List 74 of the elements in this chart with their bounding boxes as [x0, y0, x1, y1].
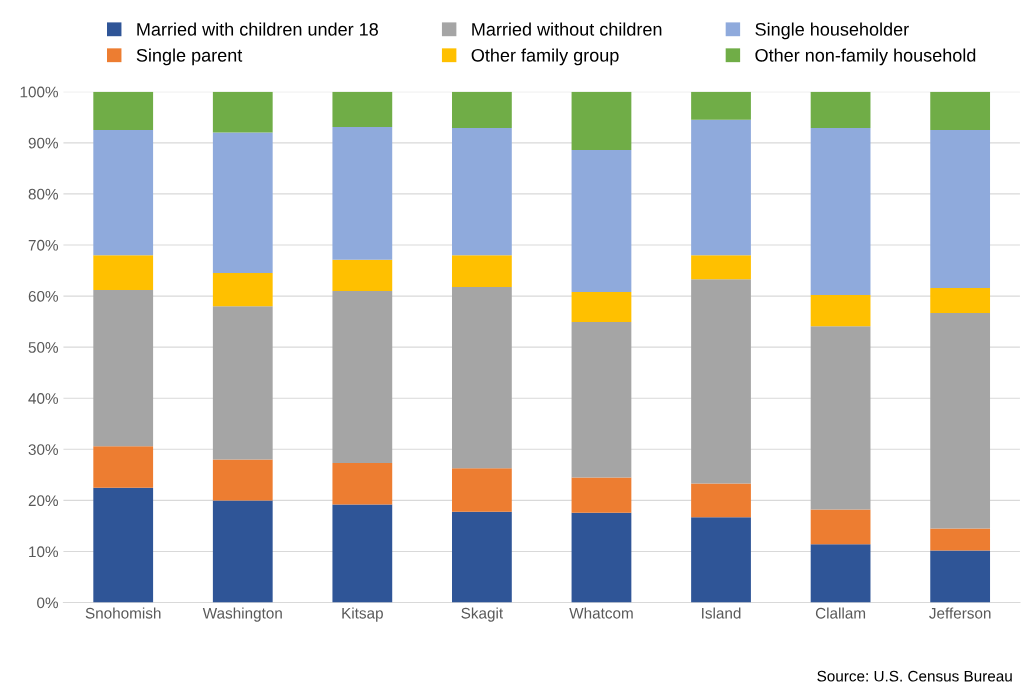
- bar: [930, 550, 991, 603]
- legend-label: Single parent: [136, 48, 243, 66]
- bar: [691, 279, 751, 484]
- bar: [691, 483, 751, 518]
- bar: [930, 287, 991, 313]
- y-tick-label: 80%: [28, 188, 59, 200]
- y-tick-label: 100%: [20, 86, 59, 98]
- bar: [452, 468, 512, 512]
- bar: [930, 91, 991, 131]
- bar: [452, 91, 512, 129]
- bar: [930, 130, 991, 288]
- bar: [571, 291, 632, 323]
- y-tick-label: 40%: [28, 393, 59, 404]
- bar: [691, 119, 751, 256]
- bar: [571, 512, 632, 603]
- bar: [810, 509, 871, 545]
- y-tick-label: 70%: [28, 239, 59, 251]
- y-tick-label: 50%: [28, 342, 59, 353]
- y-tick-label: 90%: [28, 137, 59, 149]
- legend-label: Other non-family household: [755, 48, 976, 66]
- y-tick-label: 10%: [29, 546, 59, 558]
- x-tick-label: Washington: [202, 607, 282, 622]
- legend-label: Married without children: [472, 22, 662, 36]
- x-tick-label: Snohomish: [85, 607, 161, 619]
- bar: [212, 459, 273, 501]
- bar: [93, 446, 154, 488]
- bar: [571, 322, 632, 478]
- legend-label: Married with children under 18: [137, 22, 378, 36]
- x-tick-label: Whatcom: [569, 607, 633, 619]
- legend-label: Single householder: [755, 22, 909, 40]
- bar: [212, 500, 273, 603]
- bar: [212, 132, 273, 274]
- bar: [212, 306, 273, 460]
- bar: [452, 128, 512, 256]
- bar: [930, 312, 991, 529]
- bar: [93, 487, 154, 603]
- y-tick-label: 60%: [28, 290, 59, 302]
- bar: [810, 326, 871, 510]
- bar: [93, 130, 154, 256]
- bar: [571, 149, 632, 292]
- bar: [571, 477, 632, 513]
- bar: [452, 255, 512, 287]
- source-note: Source: U.S. Census Bureau: [817, 670, 1012, 682]
- x-tick-label: Clallam: [815, 607, 866, 619]
- bar: [691, 255, 751, 280]
- bar: [452, 286, 512, 469]
- bar: [93, 289, 154, 447]
- bar: [691, 91, 751, 120]
- bar: [930, 528, 991, 551]
- bar: [93, 255, 154, 290]
- bar: [332, 126, 393, 260]
- bar: [810, 128, 871, 296]
- bar: [691, 517, 751, 603]
- bar: [571, 91, 632, 150]
- bar: [212, 91, 273, 133]
- x-tick-label: Kitsap: [342, 607, 383, 622]
- y-tick-label: 20%: [28, 495, 59, 507]
- x-tick-label: Island: [702, 607, 741, 619]
- bar: [810, 91, 871, 129]
- bar: [332, 91, 393, 127]
- bar: [93, 91, 154, 131]
- bar: [332, 504, 393, 603]
- bar: [810, 544, 871, 603]
- bar: [332, 463, 393, 505]
- bar: [452, 511, 512, 603]
- bar: [332, 259, 393, 291]
- legend-label: Other family group: [471, 48, 619, 66]
- x-tick-label: Jefferson: [929, 607, 991, 619]
- bar: [212, 273, 273, 307]
- x-tick-label: Skagit: [461, 607, 504, 622]
- bar: [332, 290, 393, 464]
- y-tick-label: 0%: [37, 597, 59, 609]
- y-tick-label: 30%: [28, 444, 59, 455]
- bar: [810, 295, 871, 327]
